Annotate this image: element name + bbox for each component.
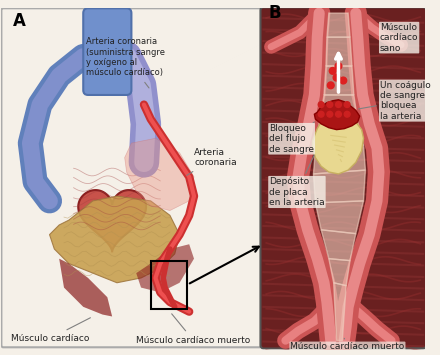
Circle shape: [336, 111, 341, 117]
Text: Bloqueo
del flujo
de sangre: Bloqueo del flujo de sangre: [269, 122, 315, 154]
Polygon shape: [136, 244, 194, 293]
Polygon shape: [329, 259, 350, 286]
Text: Un coágulo
de sangre
bloquea
la arteria: Un coágulo de sangre bloquea la arteria: [359, 81, 431, 121]
FancyBboxPatch shape: [83, 8, 132, 95]
Text: Músculo cardíaco: Músculo cardíaco: [11, 318, 90, 343]
Text: Depósito
de placa
en la arteria: Depósito de placa en la arteria: [269, 155, 325, 207]
Circle shape: [340, 77, 347, 84]
Polygon shape: [312, 114, 363, 174]
FancyBboxPatch shape: [1, 8, 264, 347]
Text: B: B: [268, 4, 281, 22]
Text: Arteria
coronaria: Arteria coronaria: [187, 148, 237, 175]
Circle shape: [327, 111, 333, 117]
Polygon shape: [313, 145, 366, 174]
Polygon shape: [313, 170, 366, 203]
Polygon shape: [125, 138, 194, 211]
Polygon shape: [327, 13, 350, 37]
Text: Músculo cardíaco muerto: Músculo cardíaco muerto: [290, 338, 404, 351]
Polygon shape: [321, 230, 356, 261]
Circle shape: [333, 74, 340, 81]
Circle shape: [318, 102, 324, 108]
Circle shape: [344, 111, 350, 117]
Text: A: A: [13, 12, 26, 29]
Bar: [150, 261, 187, 309]
Circle shape: [335, 63, 342, 70]
Polygon shape: [334, 283, 346, 340]
Polygon shape: [78, 190, 146, 251]
Polygon shape: [324, 66, 354, 95]
Circle shape: [327, 102, 333, 108]
Polygon shape: [315, 100, 359, 130]
Polygon shape: [319, 95, 358, 124]
Circle shape: [329, 67, 336, 74]
Polygon shape: [326, 37, 352, 66]
Text: Músculo cardíaco muerto: Músculo cardíaco muerto: [136, 314, 250, 345]
Circle shape: [344, 102, 350, 108]
Text: Músculo
cardíaco
sano: Músculo cardíaco sano: [380, 23, 418, 53]
Polygon shape: [315, 201, 363, 234]
Polygon shape: [315, 122, 363, 151]
Polygon shape: [50, 196, 180, 283]
Circle shape: [336, 102, 341, 108]
Text: Arteria coronaria
(suministra sangre
y oxígeno al
músculo cardíaco): Arteria coronaria (suministra sangre y o…: [86, 37, 165, 88]
FancyBboxPatch shape: [260, 7, 426, 348]
Polygon shape: [59, 259, 112, 316]
Circle shape: [327, 82, 334, 89]
Circle shape: [318, 111, 324, 117]
